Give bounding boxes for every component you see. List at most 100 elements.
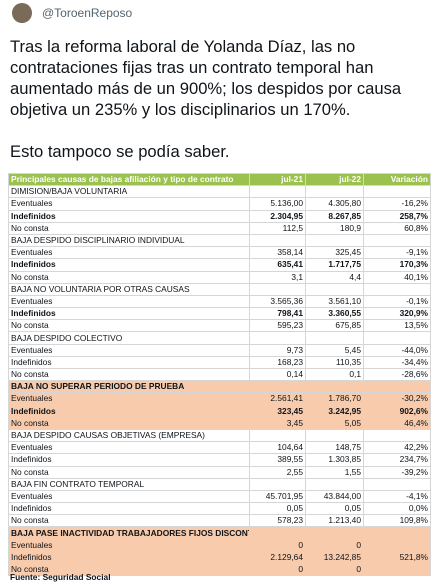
value-cell: 320,9% bbox=[363, 307, 431, 321]
row-label: Indefinidos bbox=[8, 550, 250, 565]
value-cell: 234,7% bbox=[363, 453, 431, 467]
header-cell: Principales causas de bajas afiliación y… bbox=[8, 172, 250, 187]
value-cell: 46,4% bbox=[363, 416, 431, 430]
row-label: Eventuales bbox=[8, 343, 250, 357]
empty-cell bbox=[249, 233, 306, 248]
data-row: Eventuales 104,64 148,75 42,2% bbox=[8, 441, 431, 455]
value-cell: 109,8% bbox=[363, 514, 431, 528]
row-label: Indefinidos bbox=[8, 502, 250, 516]
value-cell: 42,2% bbox=[363, 441, 431, 455]
value-cell: 104,64 bbox=[249, 441, 306, 455]
value-cell: 323,45 bbox=[249, 404, 306, 418]
empty-cell bbox=[363, 428, 431, 443]
header-row: Principales causas de bajas afiliación y… bbox=[8, 172, 431, 187]
handle[interactable]: @ToroenReposo bbox=[42, 6, 133, 20]
value-cell: 3.565,36 bbox=[249, 294, 306, 309]
value-cell: 2.561,41 bbox=[249, 392, 306, 406]
row-label: Eventuales bbox=[8, 489, 250, 504]
source: Fuente: Seguridad Social bbox=[10, 572, 111, 582]
group-title: BAJA NO VOLUNTARIA POR OTRAS CAUSAS bbox=[8, 282, 250, 296]
group-row: DIMISION/BAJA VOLUNTARIA bbox=[8, 185, 431, 199]
empty-cell bbox=[363, 380, 431, 394]
empty-cell bbox=[249, 380, 306, 394]
data-row: Eventuales 5.136,00 4.305,80 -16,2% bbox=[8, 197, 431, 211]
value-cell: 258,7% bbox=[363, 209, 431, 223]
data-row: Eventuales 9,73 5,45 -44,0% bbox=[8, 343, 431, 357]
header-cell: jul-22 bbox=[305, 172, 364, 187]
empty-cell bbox=[305, 185, 364, 199]
row-label: No consta bbox=[8, 416, 250, 430]
value-cell: -28,6% bbox=[363, 367, 431, 382]
value-cell: 2.129,64 bbox=[249, 550, 306, 565]
value-cell: 148,75 bbox=[305, 441, 364, 455]
header-cell: jul-21 bbox=[249, 172, 306, 187]
value-cell: 13,5% bbox=[363, 319, 431, 333]
data-row: No consta 578,23 1.213,40 109,8% bbox=[8, 514, 431, 528]
row-label: No consta bbox=[8, 270, 250, 284]
value-cell: 1.303,85 bbox=[305, 453, 364, 467]
value-cell: 325,45 bbox=[305, 246, 364, 260]
value-cell: 3,1 bbox=[249, 270, 306, 284]
value-cell: 0 bbox=[249, 562, 306, 577]
value-cell: 675,85 bbox=[305, 319, 364, 333]
empty-cell bbox=[249, 428, 306, 443]
group-title: BAJA FIN CONTRATO TEMPORAL bbox=[8, 477, 250, 491]
empty-cell bbox=[249, 526, 306, 540]
empty-cell bbox=[249, 185, 306, 199]
empty-cell bbox=[363, 331, 431, 345]
value-cell: -4,1% bbox=[363, 489, 431, 504]
row-label: Indefinidos bbox=[8, 258, 250, 272]
value-cell: 5,05 bbox=[305, 416, 364, 430]
row-label: Indefinidos bbox=[8, 307, 250, 321]
value-cell: 112,5 bbox=[249, 221, 306, 235]
value-cell: 389,55 bbox=[249, 453, 306, 467]
value-cell: 40,1% bbox=[363, 270, 431, 284]
value-cell: 5.136,00 bbox=[249, 197, 306, 211]
group-row: BAJA PASE INACTIVIDAD TRABAJADORES FIJOS… bbox=[8, 526, 431, 540]
tweet-header: @ToroenReposo bbox=[0, 0, 436, 28]
avatar[interactable] bbox=[12, 3, 32, 23]
value-cell bbox=[363, 562, 431, 577]
empty-cell bbox=[249, 331, 306, 345]
data-row: Indefinidos 798,41 3.360,55 320,9% bbox=[8, 307, 431, 321]
value-cell: 635,41 bbox=[249, 258, 306, 272]
empty-cell bbox=[305, 428, 364, 443]
row-label: Indefinidos bbox=[8, 355, 250, 370]
data-table: Principales causas de bajas afiliación y… bbox=[8, 172, 431, 577]
group-title: BAJA NO SUPERAR PERIODO DE PRUEBA bbox=[8, 380, 250, 394]
value-cell: -9,1% bbox=[363, 246, 431, 260]
data-row: No consta 112,5 180,9 60,8% bbox=[8, 221, 431, 235]
value-cell: 2,55 bbox=[249, 465, 306, 479]
value-cell: -30,2% bbox=[363, 392, 431, 406]
empty-cell bbox=[363, 233, 431, 248]
value-cell: 110,35 bbox=[305, 355, 364, 370]
group-row: BAJA DESPIDO DISCIPLINARIO INDIVIDUAL bbox=[8, 233, 431, 248]
value-cell: 170,3% bbox=[363, 258, 431, 272]
value-cell: -39,2% bbox=[363, 465, 431, 479]
data-row: No consta 0,14 0,1 -28,6% bbox=[8, 367, 431, 382]
value-cell: 0,1 bbox=[305, 367, 364, 382]
value-cell: 798,41 bbox=[249, 307, 306, 321]
row-label: No consta bbox=[8, 221, 250, 235]
value-cell: -16,2% bbox=[363, 197, 431, 211]
value-cell: 8.267,85 bbox=[305, 209, 364, 223]
data-row: Indefinidos 635,41 1.717,75 170,3% bbox=[8, 258, 431, 272]
row-label: Eventuales bbox=[8, 246, 250, 260]
value-cell: -34,4% bbox=[363, 355, 431, 370]
value-cell: 9,73 bbox=[249, 343, 306, 357]
row-label: Eventuales bbox=[8, 441, 250, 455]
row-label: Eventuales bbox=[8, 392, 250, 406]
value-cell: 13.242,85 bbox=[305, 550, 364, 565]
value-cell: -44,0% bbox=[363, 343, 431, 357]
value-cell: 43.844,00 bbox=[305, 489, 364, 504]
paragraph: Esto tampoco se podía saber. bbox=[10, 142, 230, 161]
row-label: Indefinidos bbox=[8, 404, 250, 418]
data-row: No consta 3,45 5,05 46,4% bbox=[8, 416, 431, 430]
paragraph: Tras la reforma laboral de Yolanda Díaz,… bbox=[10, 37, 402, 119]
data-row: Eventuales 3.565,36 3.561,10 -0,1% bbox=[8, 294, 431, 309]
row-label: Indefinidos bbox=[8, 209, 250, 223]
value-cell: 0 bbox=[305, 538, 364, 552]
group-row: BAJA DESPIDO CAUSAS OBJETIVAS (EMPRESA) bbox=[8, 428, 431, 443]
value-cell: 1.786,70 bbox=[305, 392, 364, 406]
